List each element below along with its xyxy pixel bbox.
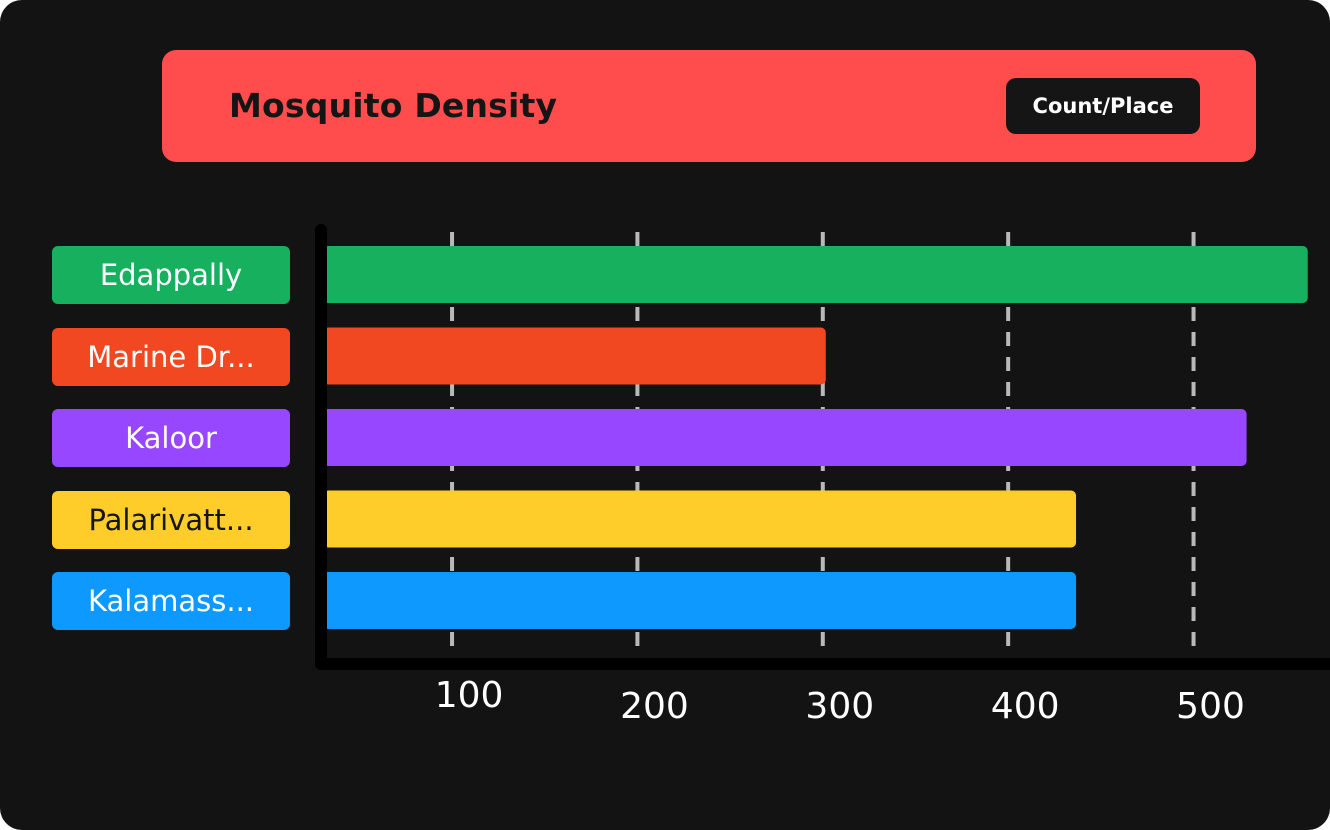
category-label-1: Marine Dr... (52, 327, 290, 386)
x-tick-label-100: 100 (435, 675, 504, 716)
category-label-3: Palarivatt... (52, 490, 290, 549)
x-tick-label-300: 300 (805, 686, 874, 727)
x-tick-label-500: 500 (1176, 686, 1245, 727)
category-label-4: Kalamass... (52, 572, 290, 630)
bar-4 (323, 572, 1077, 629)
bar-0 (323, 246, 1308, 303)
x-tick-label-200: 200 (620, 686, 689, 727)
bar-2 (323, 409, 1247, 466)
chart-header: Mosquito Density Count/Place (162, 50, 1256, 162)
x-tick-label-400: 400 (991, 686, 1060, 727)
chart-title: Mosquito Density (229, 86, 558, 125)
category-label-0: Edappally (52, 246, 290, 304)
category-label-2: Kaloor (52, 409, 290, 467)
unit-badge: Count/Place (1006, 78, 1200, 134)
bar-1 (323, 327, 826, 385)
bar-3 (323, 490, 1077, 548)
